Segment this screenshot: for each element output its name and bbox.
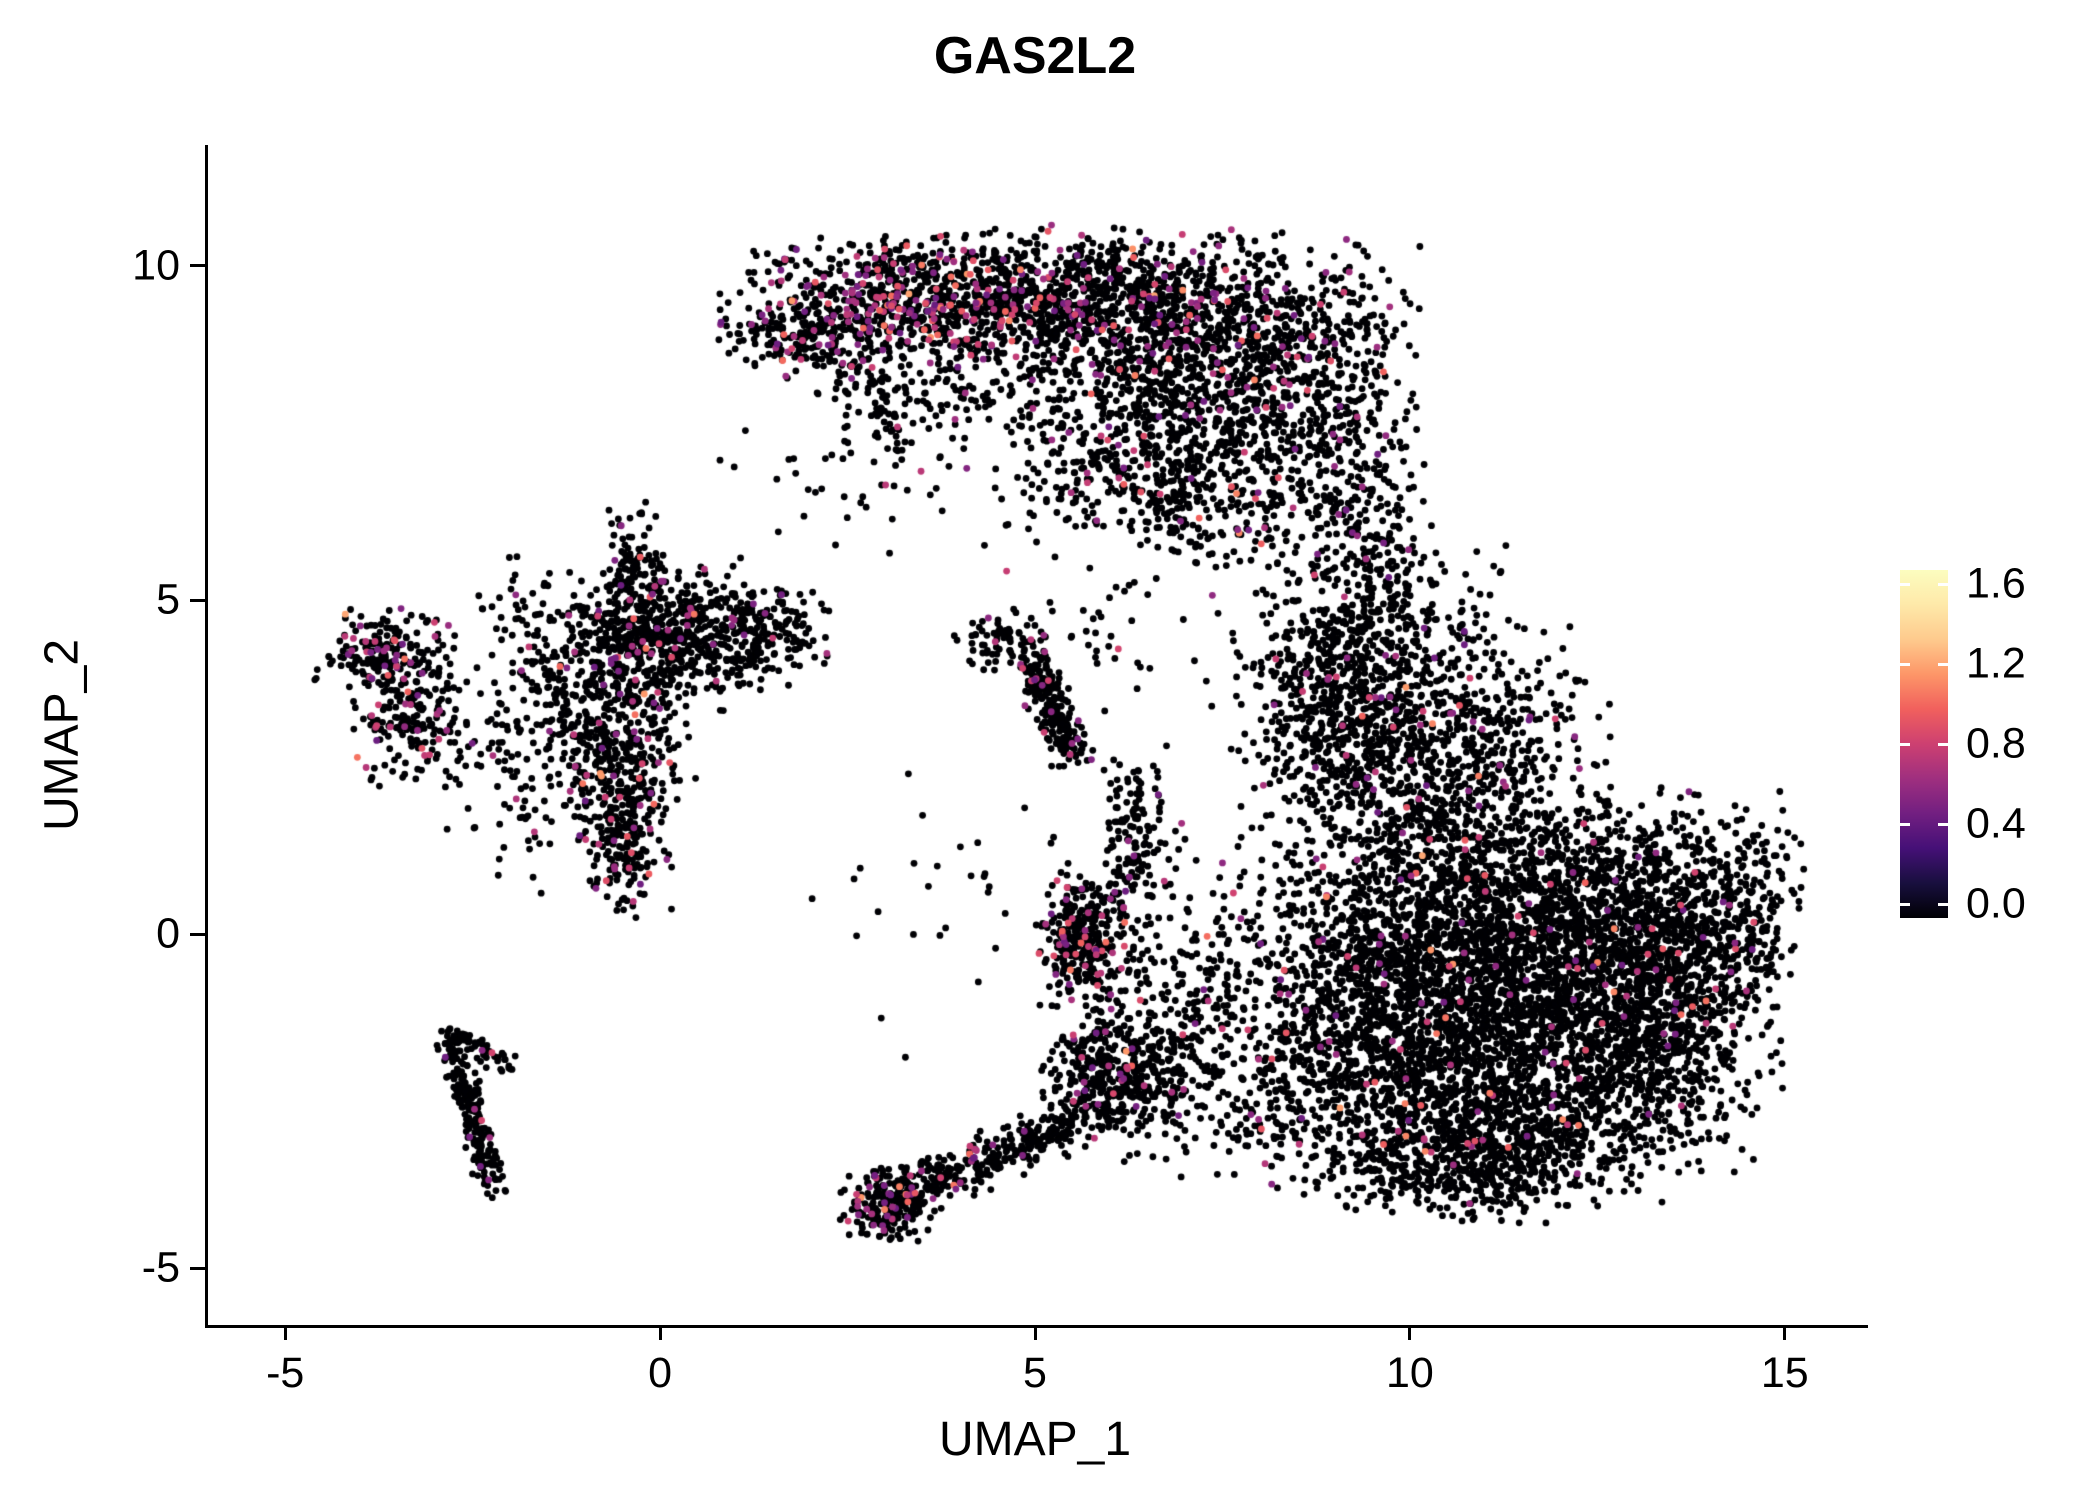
x-tick-label: 0 — [648, 1349, 673, 1397]
x-tick-label: 5 — [1023, 1349, 1047, 1397]
colorbar-tick-label: 0.8 — [1966, 719, 2026, 768]
chart-title: GAS2L2 — [933, 27, 1137, 85]
colorbar-tick-mark — [1938, 662, 1948, 666]
x-tick-label: 10 — [1385, 1349, 1434, 1397]
x-tick-mark — [1033, 1325, 1037, 1340]
y-tick-label: 10 — [132, 241, 180, 290]
y-tick-mark — [190, 598, 205, 602]
colorbar-tick-mark — [1938, 902, 1948, 906]
y-tick-mark — [190, 264, 205, 268]
colorbar-tick-label: 0.0 — [1966, 879, 2026, 928]
y-tick-label: -5 — [141, 1243, 180, 1292]
colorbar-tick-label: 1.2 — [1966, 639, 2026, 688]
colorbar-tick-mark — [1900, 582, 1910, 586]
y-axis-label: UMAP_2 — [35, 638, 89, 832]
colorbar-tick-mark — [1938, 822, 1948, 826]
x-tick-mark — [1408, 1325, 1412, 1340]
x-tick-label: -5 — [266, 1349, 305, 1397]
x-axis-label: UMAP_1 — [938, 1413, 1132, 1466]
colorbar-tick-mark — [1900, 742, 1910, 746]
colorbar-tick-mark — [1900, 662, 1910, 666]
plot-panel — [205, 145, 1868, 1328]
x-tick-mark — [283, 1325, 287, 1340]
y-tick-mark — [190, 1266, 205, 1270]
x-tick-label: 15 — [1760, 1349, 1809, 1397]
colorbar-tick-label: 0.4 — [1966, 799, 2026, 848]
colorbar-tick-mark — [1938, 582, 1948, 586]
colorbar-tick-mark — [1900, 902, 1910, 906]
umap-scatter-canvas — [208, 145, 1868, 1325]
x-tick-mark — [1783, 1325, 1787, 1340]
colorbar-tick-mark — [1900, 822, 1910, 826]
y-tick-label: 0 — [156, 909, 180, 958]
colorbar-tick-mark — [1938, 742, 1948, 746]
colorbar-tick-label: 1.6 — [1966, 559, 2026, 608]
y-tick-label: 5 — [156, 575, 180, 624]
y-tick-mark — [190, 932, 205, 936]
x-tick-mark — [658, 1325, 662, 1340]
